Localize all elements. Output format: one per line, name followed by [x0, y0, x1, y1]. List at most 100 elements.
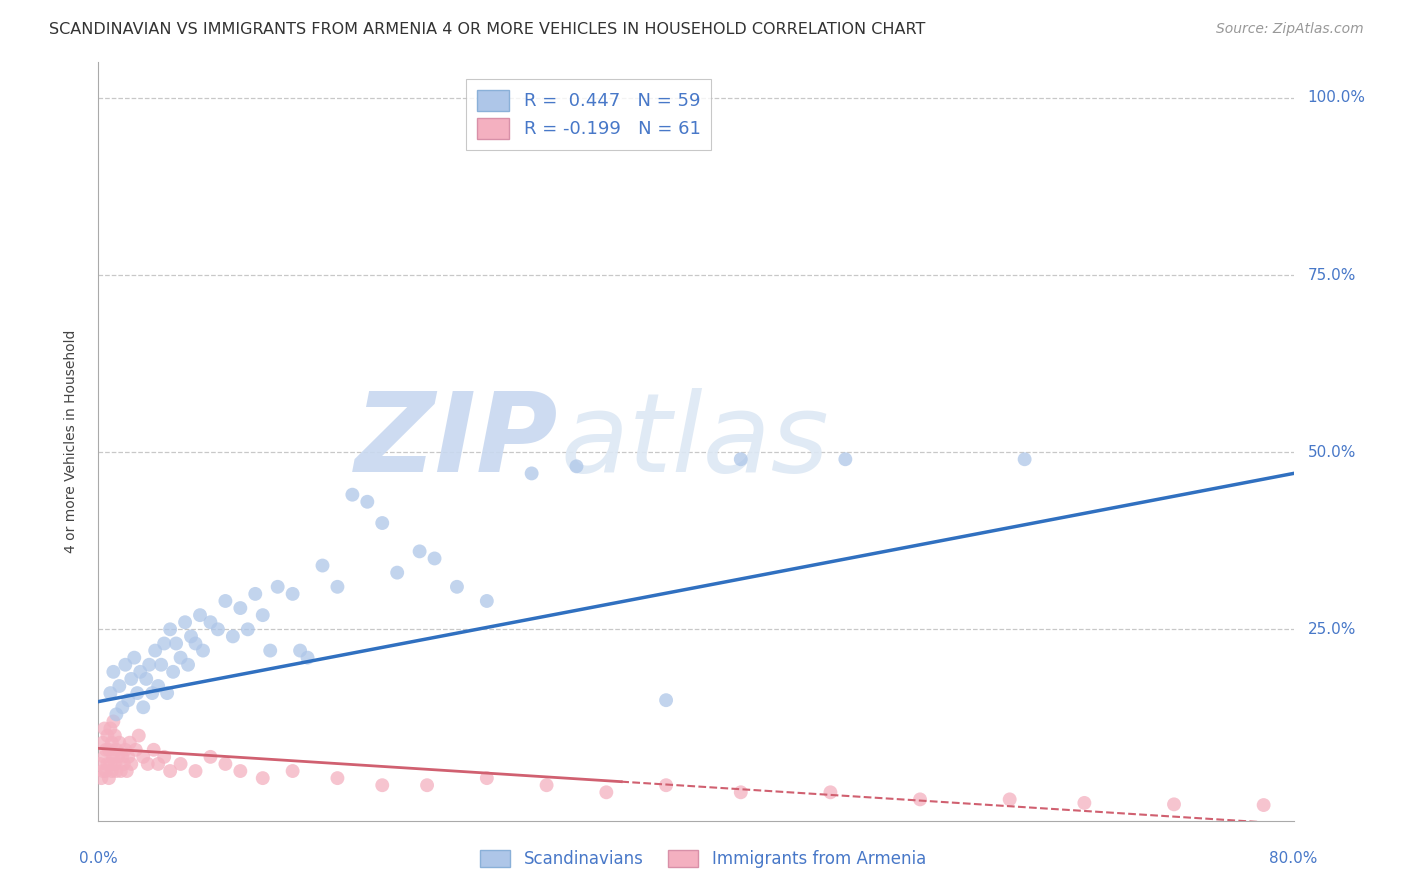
Point [595, 785, 617, 799]
Point [103, 665, 125, 679]
Point [371, 778, 394, 792]
Point [89, 756, 111, 771]
Point [536, 778, 558, 792]
Point [180, 629, 202, 643]
Point [153, 750, 176, 764]
Point [91, 736, 114, 750]
Point [297, 650, 319, 665]
Point [132, 700, 155, 714]
Point [169, 756, 191, 771]
Text: 25.0%: 25.0% [1308, 622, 1355, 637]
Point [188, 608, 211, 623]
Point [834, 452, 856, 467]
Point [103, 714, 125, 729]
Point [97, 743, 120, 757]
Point [416, 778, 439, 792]
Point [184, 636, 207, 650]
Point [112, 756, 135, 771]
Point [114, 743, 136, 757]
Point [565, 459, 588, 474]
Point [229, 764, 252, 778]
Point [141, 686, 163, 700]
Point [127, 686, 149, 700]
Point [101, 736, 124, 750]
Point [156, 686, 179, 700]
Point [214, 756, 236, 771]
Point [200, 750, 222, 764]
Point [326, 771, 349, 785]
Point [165, 636, 187, 650]
Point [214, 594, 236, 608]
Point [118, 736, 141, 750]
Point [423, 551, 446, 566]
Point [128, 729, 150, 743]
Point [207, 623, 229, 637]
Point [142, 743, 165, 757]
Point [820, 785, 842, 799]
Point [1014, 452, 1036, 467]
Point [94, 764, 117, 778]
Point [107, 750, 129, 764]
Text: ZIP: ZIP [356, 388, 558, 495]
Point [143, 643, 166, 657]
Text: atlas: atlas [561, 388, 830, 495]
Point [475, 771, 498, 785]
Point [93, 750, 115, 764]
Point [120, 756, 142, 771]
Point [288, 643, 311, 657]
Point [252, 608, 274, 623]
Text: 80.0%: 80.0% [1270, 851, 1317, 866]
Point [311, 558, 333, 573]
Point [91, 764, 114, 778]
Point [371, 516, 394, 530]
Point [222, 629, 245, 643]
Point [342, 488, 364, 502]
Point [117, 750, 139, 764]
Point [138, 657, 160, 672]
Point [998, 792, 1021, 806]
Text: SCANDINAVIAN VS IMMIGRANTS FROM ARMENIA 4 OR MORE VEHICLES IN HOUSEHOLD CORRELAT: SCANDINAVIAN VS IMMIGRANTS FROM ARMENIA … [49, 22, 925, 37]
Point [655, 693, 678, 707]
Point [169, 650, 191, 665]
Point [148, 679, 170, 693]
Point [97, 771, 120, 785]
Point [174, 615, 197, 630]
Point [111, 750, 134, 764]
Point [184, 764, 207, 778]
Point [200, 615, 222, 630]
Point [135, 672, 157, 686]
Point [408, 544, 430, 558]
Point [655, 778, 678, 792]
Point [385, 566, 409, 580]
Point [114, 657, 136, 672]
Point [96, 756, 118, 771]
Point [1073, 796, 1095, 810]
Point [105, 707, 128, 722]
Point [115, 764, 138, 778]
Point [117, 693, 139, 707]
Point [730, 452, 752, 467]
Point [96, 729, 118, 743]
Point [108, 736, 131, 750]
Point [93, 722, 115, 736]
Point [267, 580, 290, 594]
Text: Source: ZipAtlas.com: Source: ZipAtlas.com [1216, 22, 1364, 37]
Point [177, 657, 200, 672]
Point [252, 771, 274, 785]
Point [111, 700, 134, 714]
Text: 50.0%: 50.0% [1308, 445, 1355, 459]
Point [446, 580, 468, 594]
Point [520, 467, 543, 481]
Point [1163, 797, 1185, 812]
Point [98, 756, 122, 771]
Point [104, 756, 127, 771]
Point [98, 686, 122, 700]
Text: 75.0%: 75.0% [1308, 268, 1355, 283]
Point [98, 722, 122, 736]
Point [108, 679, 131, 693]
Point [259, 643, 281, 657]
Point [101, 764, 124, 778]
Point [136, 756, 159, 771]
Point [159, 623, 181, 637]
Point [730, 785, 752, 799]
